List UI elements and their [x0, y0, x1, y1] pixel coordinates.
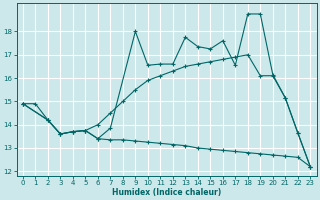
X-axis label: Humidex (Indice chaleur): Humidex (Indice chaleur) [112, 188, 221, 197]
